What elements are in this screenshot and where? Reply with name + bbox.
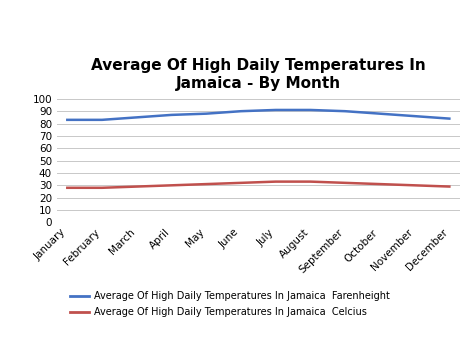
Legend: Average Of High Daily Temperatures In Jamaica  Farenheight, Average Of High Dail: Average Of High Daily Temperatures In Ja… (70, 292, 390, 317)
Title: Average Of High Daily Temperatures In
Jamaica - By Month: Average Of High Daily Temperatures In Ja… (91, 58, 426, 91)
